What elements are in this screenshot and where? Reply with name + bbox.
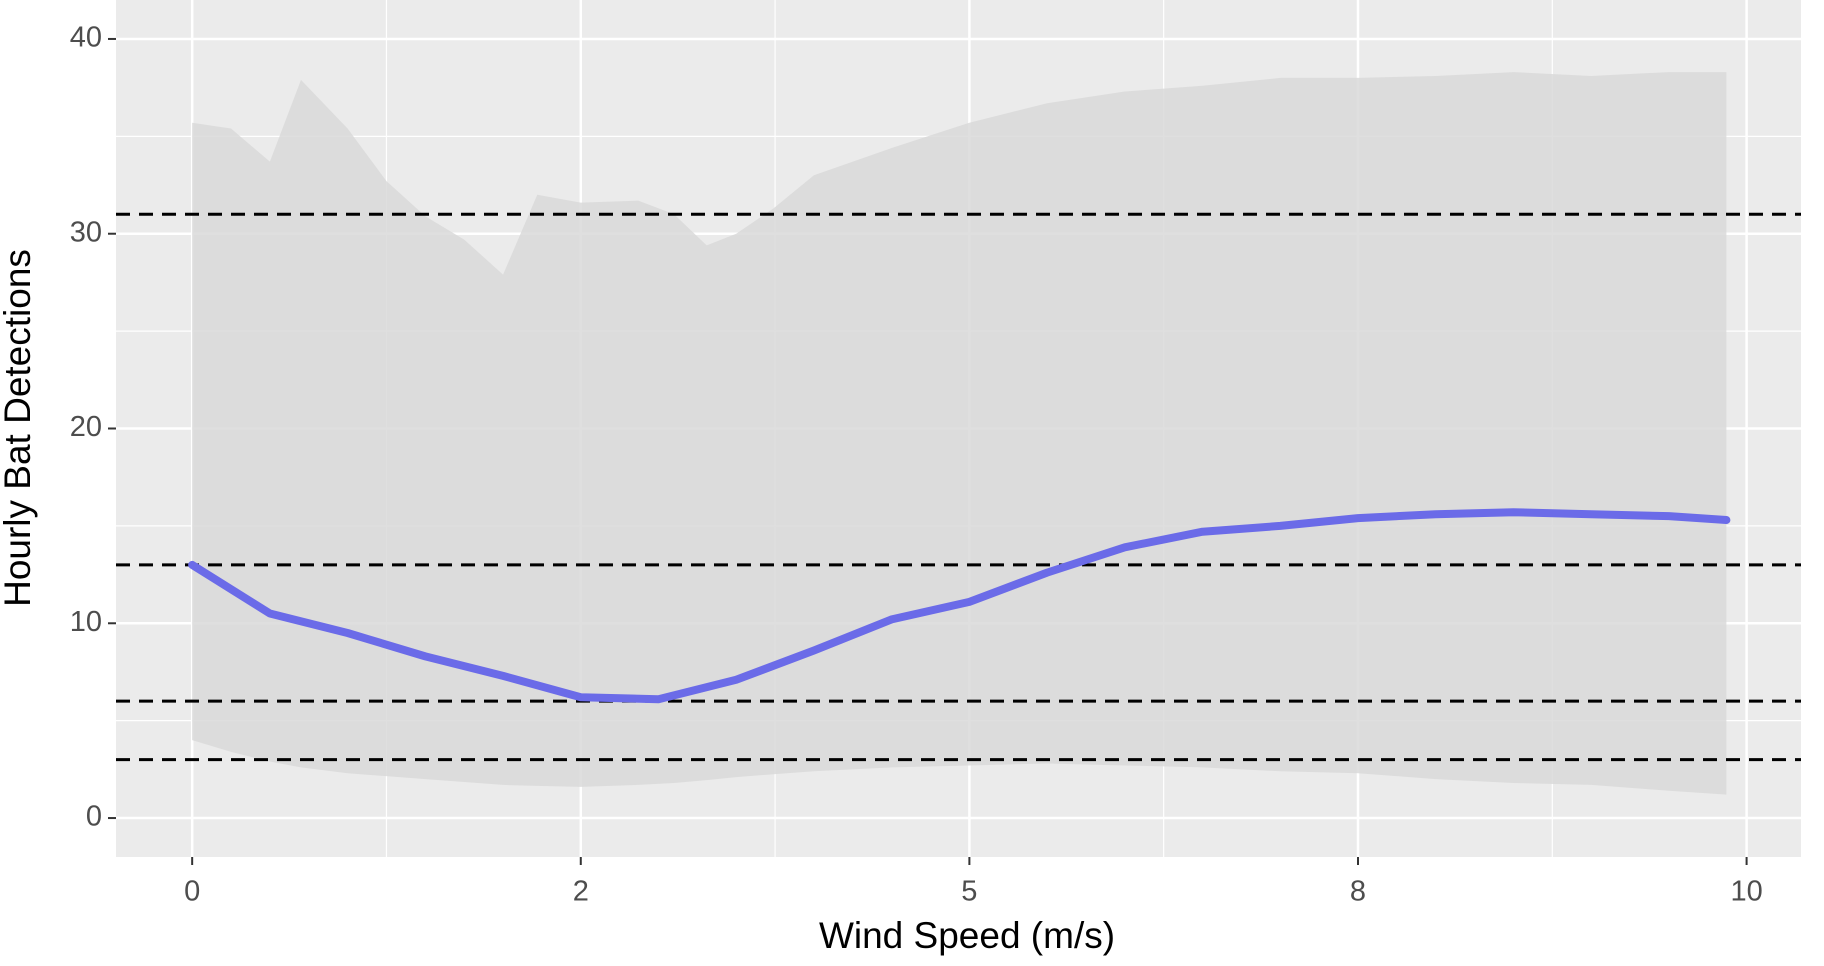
- y-tick-label: 30: [70, 216, 102, 248]
- x-tick-label: 2: [573, 876, 589, 908]
- y-axis-title: Hourly Bat Detections: [0, 249, 38, 607]
- y-tick-label: 20: [70, 411, 102, 443]
- confidence-band: [192, 72, 1727, 795]
- y-tick-label: 0: [86, 801, 102, 833]
- x-tick-label: 5: [961, 876, 977, 908]
- y-tick-label: 40: [70, 22, 102, 54]
- x-tick-label: 10: [1730, 876, 1762, 908]
- y-tick-label: 10: [70, 606, 102, 638]
- x-axis-title: Wind Speed (m/s): [819, 915, 1115, 956]
- x-tick-label: 0: [184, 876, 200, 908]
- trend-line: [188, 508, 1731, 704]
- x-tick-label: 8: [1350, 876, 1366, 908]
